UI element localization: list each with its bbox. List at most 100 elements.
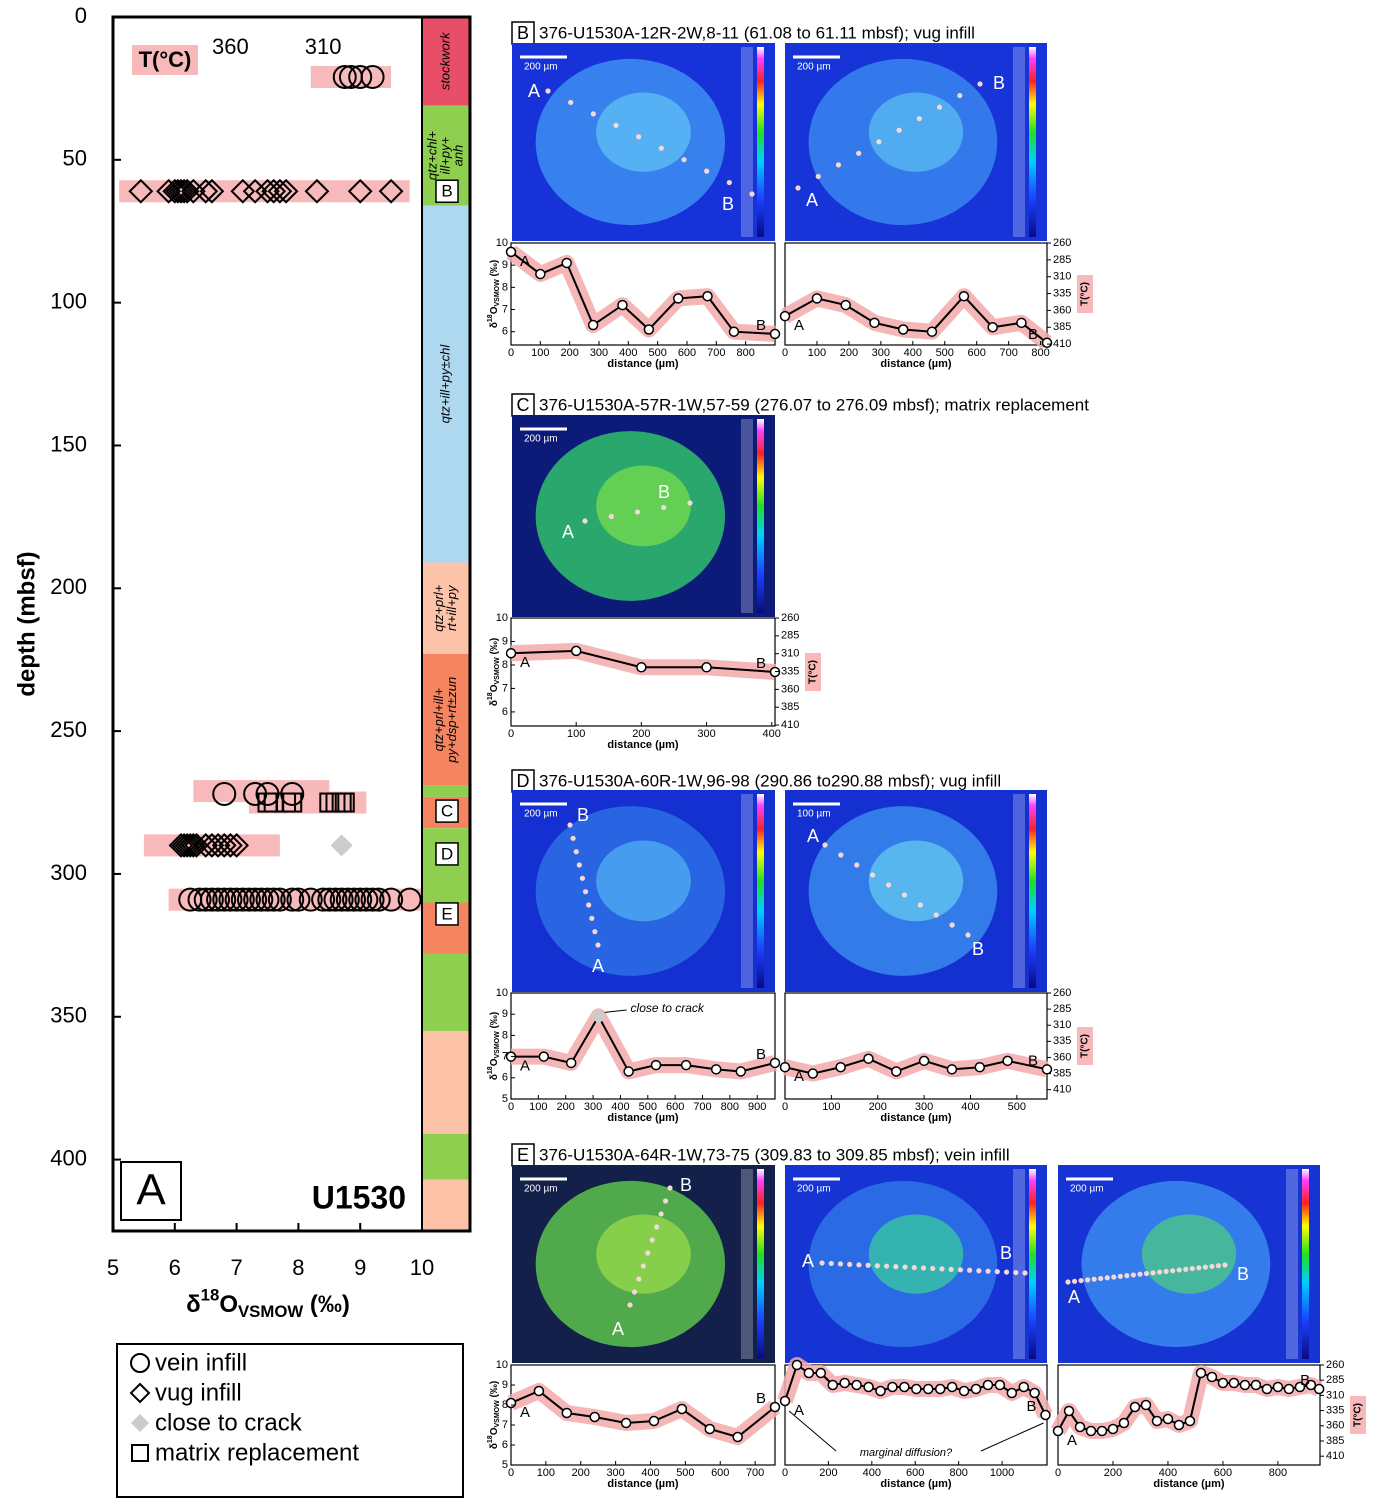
spot (936, 104, 943, 110)
profile-point (769, 1401, 781, 1413)
color-scale-ticks (1013, 794, 1025, 988)
y2-tick-label: 335 (1326, 1405, 1344, 1417)
profile-point (728, 326, 740, 337)
spot (1189, 1265, 1195, 1272)
label-part: VSMOW (238, 1303, 303, 1322)
spot (582, 518, 588, 524)
profile-point (1184, 1415, 1196, 1427)
label-part: O (489, 1427, 500, 1435)
spot (631, 1289, 638, 1295)
profile-point (897, 324, 909, 335)
data-point (261, 178, 287, 204)
y-tick-label: 150 (50, 431, 87, 456)
scale-label: 200 µm (524, 434, 558, 445)
spot (687, 500, 693, 506)
spot (896, 127, 902, 133)
spot (1137, 1271, 1143, 1277)
data-point (162, 178, 188, 204)
profile-point (650, 1059, 662, 1071)
data-point (282, 792, 303, 813)
profile-point (1052, 1425, 1064, 1437)
spot (1130, 1272, 1137, 1278)
data-point (329, 887, 354, 912)
spot (948, 1266, 954, 1272)
x-axis-title: distance (µm) (607, 358, 678, 370)
profile-point (1107, 1423, 1119, 1435)
y2-tick-label: 360 (1326, 1420, 1344, 1432)
spot (545, 88, 551, 94)
label-part: 18 (487, 1435, 494, 1443)
x-tick-label: 300 (584, 1101, 602, 1113)
color-scale-ticks (1013, 47, 1025, 237)
spot (613, 122, 619, 128)
y2-tick-label: 260 (1053, 237, 1071, 249)
y2-axis-title: T(°C) (808, 660, 819, 684)
profile-point (987, 322, 998, 333)
data-point (286, 887, 311, 912)
y-tick-label: 9 (502, 259, 508, 271)
spot (658, 1211, 664, 1217)
data-point (206, 887, 231, 912)
spot (608, 513, 614, 520)
profile-point (769, 1057, 781, 1069)
data-point (193, 178, 219, 204)
image-start-label: A (807, 826, 819, 846)
data-point (317, 887, 342, 912)
x-tick-label: 600 (1214, 1467, 1232, 1479)
panel-title: 376-U1530A-64R-1W,73-75 (309.83 to 309.8… (539, 1145, 1010, 1164)
grain-core (868, 1214, 964, 1294)
spot (1156, 1269, 1163, 1275)
x-tick-label: 0 (508, 1467, 514, 1479)
profile-point (911, 1383, 922, 1395)
data-point (261, 887, 286, 912)
data-point (311, 887, 336, 912)
color-scale-ticks (741, 794, 753, 988)
label-part: 18 (487, 1066, 494, 1074)
data-point (354, 887, 379, 912)
interval-marker-box (435, 842, 459, 866)
x-tick-label: 200 (572, 1467, 590, 1479)
grain-core (596, 465, 691, 547)
spot (1003, 1269, 1010, 1275)
y-tick-label: 10 (496, 237, 508, 249)
profile-point (1140, 1399, 1152, 1411)
profile-line (784, 1057, 1048, 1075)
data-point (187, 887, 212, 912)
lithology-unit (422, 562, 470, 654)
label-part: 18 (487, 314, 494, 322)
spot (726, 179, 732, 186)
label-part: 18 (201, 1286, 220, 1305)
plot-end-label: B (756, 655, 766, 672)
x-axis-title: distance (µm) (1153, 1478, 1224, 1490)
x-tick-label: 10 (410, 1255, 434, 1280)
y2-title-bg (805, 653, 821, 691)
spot (949, 922, 955, 928)
lithology-unit (422, 1133, 470, 1180)
color-scale (1029, 47, 1036, 237)
y2-tick-label: 335 (1053, 1035, 1071, 1047)
y-tick-label: 300 (50, 860, 87, 885)
spot (876, 139, 882, 145)
annotation-arrow (604, 1009, 627, 1013)
color-scale (1029, 1169, 1036, 1359)
axis-title: δ18OVSMOW (‰) (487, 638, 501, 706)
spot (901, 892, 908, 898)
y-tick-label: 400 (50, 1145, 87, 1170)
spot (933, 912, 939, 918)
spot (658, 145, 664, 151)
image-start-label: A (802, 1251, 814, 1271)
y2-tick-label: 310 (1053, 271, 1071, 283)
data-point (379, 887, 404, 912)
plot-start-label: A (520, 1404, 530, 1421)
image-end-label: B (658, 482, 670, 502)
x-tick-label: 0 (782, 347, 788, 359)
spot (902, 1264, 908, 1270)
color-scale (1302, 1169, 1309, 1359)
x-tick-label: 600 (968, 347, 986, 359)
spot (916, 116, 922, 122)
x-tick-label: 6 (169, 1255, 181, 1280)
y-tick-label: 8 (502, 1399, 508, 1411)
spot (573, 849, 579, 855)
spot (1202, 1264, 1208, 1270)
data-point (332, 64, 357, 89)
